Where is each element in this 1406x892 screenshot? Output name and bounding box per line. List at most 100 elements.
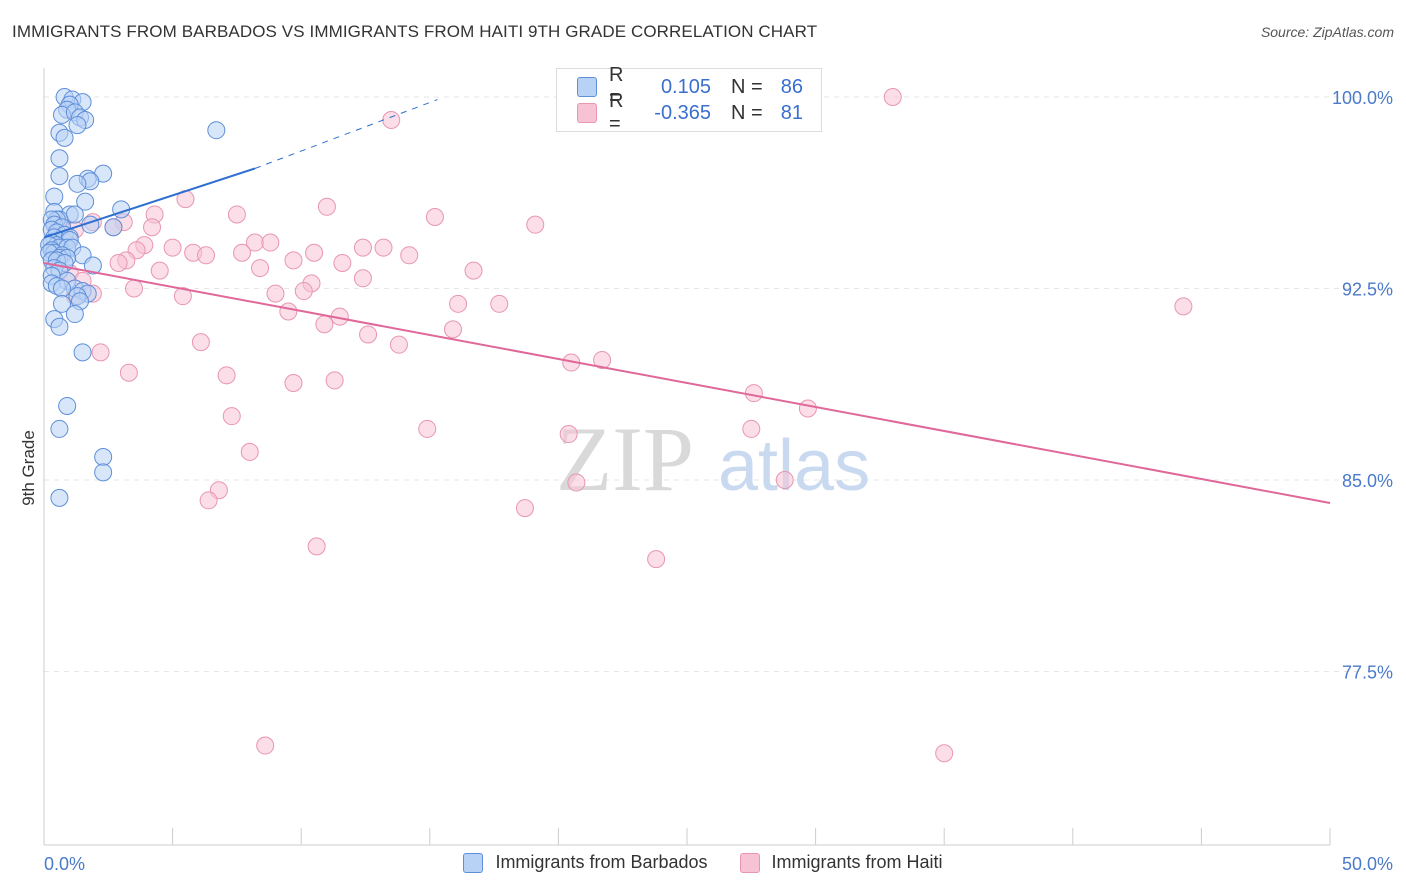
barbados-point (83, 256, 102, 275)
haiti-point (222, 407, 241, 426)
series-legend: Immigrants from Barbados Immigrants from… (0, 852, 1406, 873)
haiti-point (197, 246, 216, 265)
haiti-point (418, 419, 437, 438)
haiti-point (389, 335, 408, 354)
source-label: Source: ZipAtlas.com (1260, 24, 1394, 40)
haiti-point (143, 218, 162, 237)
barbados-point (65, 305, 84, 324)
barbados-point (55, 128, 74, 147)
haiti-legend-label: Immigrants from Haiti (771, 852, 943, 872)
haiti-point (173, 287, 192, 306)
y-tick-label: 92.5% (1342, 280, 1393, 300)
haiti-point (240, 442, 259, 461)
haiti-trend-line (43, 261, 1331, 504)
barbados-point (50, 488, 69, 507)
barbados-point (73, 343, 92, 362)
legend-item-barbados[interactable]: Immigrants from Barbados (463, 852, 708, 873)
gridlines (44, 96, 1360, 672)
barbados-r-value: 0.105 (660, 75, 711, 98)
haiti-point (261, 233, 280, 252)
haiti-point (353, 238, 372, 257)
barbados-point (68, 174, 87, 193)
x-tick-label-min: 0.0% (44, 854, 85, 874)
barbados-point (94, 448, 113, 467)
haiti-point (109, 253, 128, 272)
barbados-n-value: 86 (780, 75, 803, 98)
n-label: N = (731, 101, 763, 124)
haiti-point (256, 736, 275, 755)
barbados-point (50, 317, 69, 336)
haiti-point (191, 333, 210, 352)
haiti-point (425, 208, 444, 227)
haiti-point (775, 471, 794, 489)
haiti-point (317, 197, 336, 216)
barbados-point (94, 463, 113, 482)
barbados-legend-swatch (463, 852, 484, 873)
barbados-point (53, 279, 72, 298)
haiti-point (91, 343, 110, 362)
barbados-point (76, 192, 95, 211)
haiti-point (1174, 297, 1193, 316)
haiti-point (883, 88, 902, 106)
n-label: N = (731, 75, 763, 98)
haiti-point (125, 279, 144, 298)
haiti-point (567, 473, 586, 492)
tick-labels: 100.0% 92.5% 85.0% 77.5% 0.0% 50.0% (44, 88, 1393, 874)
haiti-points (53, 88, 1193, 763)
haiti-point (294, 282, 313, 301)
haiti-point (227, 205, 246, 224)
x-tick-label-max: 50.0% (1342, 854, 1393, 874)
haiti-point (449, 294, 468, 313)
barbados-trend-line (43, 167, 256, 239)
haiti-point (593, 350, 612, 369)
barbados-point (65, 205, 84, 224)
haiti-point (526, 215, 545, 234)
haiti-point (559, 425, 578, 444)
legend-row-barbados: R = 0.105 N = 86 (577, 64, 803, 109)
chart-title: IMMIGRANTS FROM BARBADOS VS IMMIGRANTS F… (12, 22, 818, 41)
watermark-zip: ZIP (556, 408, 694, 510)
barbados-point (68, 116, 87, 135)
barbados-point (50, 419, 69, 438)
barbados-point (58, 396, 77, 415)
haiti-point (353, 269, 372, 288)
barbados-points (40, 88, 226, 507)
legend-item-haiti[interactable]: Immigrants from Haiti (739, 852, 943, 873)
y-tick-label: 100.0% (1332, 88, 1393, 108)
legend-row-haiti: R = -0.365 N = 81 (577, 90, 803, 135)
watermark-atlas: atlas (718, 426, 870, 506)
haiti-point (325, 371, 344, 390)
haiti-point (217, 366, 236, 385)
r-label: R = (609, 90, 624, 135)
haiti-point (742, 419, 761, 438)
barbados-point (50, 149, 69, 168)
haiti-point (333, 253, 352, 272)
haiti-point (305, 243, 324, 262)
barbados-point (45, 187, 64, 206)
barbados-swatch (577, 77, 597, 97)
haiti-point (935, 744, 954, 763)
haiti-point (400, 246, 419, 265)
haiti-n-value: 81 (780, 101, 803, 124)
haiti-point (798, 399, 817, 418)
haiti-point (647, 550, 666, 569)
haiti-point (464, 261, 483, 280)
barbados-point (104, 218, 123, 237)
haiti-point (284, 251, 303, 270)
barbados-point (50, 167, 69, 186)
barbados-point (53, 294, 72, 313)
barbados-trend-extension (254, 99, 438, 169)
haiti-legend-swatch (739, 852, 760, 873)
haiti-point (266, 284, 285, 303)
haiti-r-value: -0.365 (654, 101, 711, 124)
y-tick-label: 85.0% (1342, 471, 1393, 491)
haiti-point (744, 384, 763, 403)
haiti-point (490, 294, 509, 313)
barbados-point (207, 121, 226, 140)
haiti-point (233, 243, 252, 262)
haiti-point (443, 320, 462, 339)
barbados-legend-label: Immigrants from Barbados (495, 852, 708, 872)
haiti-point (359, 325, 378, 344)
haiti-point (515, 499, 534, 518)
